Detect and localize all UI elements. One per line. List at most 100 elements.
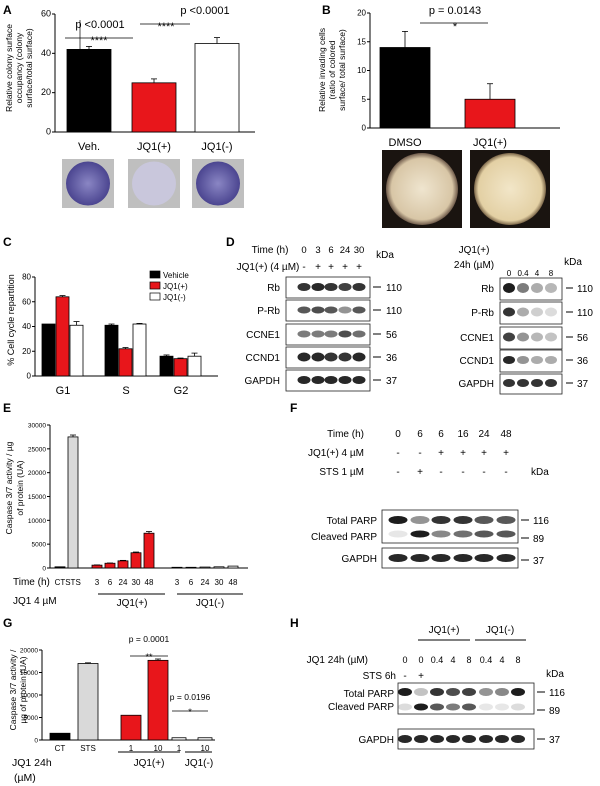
d2-band-r2-l3 [545, 332, 557, 342]
e-xlabel-11: 48 [229, 578, 238, 587]
f-jq1-mark-4: + [481, 448, 487, 459]
a-ytick-label-3: 60 [41, 9, 51, 19]
chart-g: 0 5000 10000 15000 20000 CT STS 1 10 1 10 [20, 648, 215, 753]
d2-row-rb: Rb [481, 284, 494, 295]
e-ytick-label-1: 5000 [32, 542, 47, 549]
a-ytick-label-2: 40 [41, 48, 51, 58]
d-kda-2: 56 [386, 330, 398, 341]
e-ylabel-line1: Caspase 3/7 activity / µg [4, 441, 14, 534]
d-treat-mark-0: - [302, 262, 305, 273]
h-band-gapdh-3 [446, 735, 460, 743]
d-right-kda-title: kDa [564, 257, 582, 268]
a-dish-jq1p [132, 161, 176, 206]
d-band-r0-l0 [297, 283, 311, 291]
f-sts-mark-0: - [396, 467, 399, 478]
h-kda-title: kDa [546, 669, 564, 680]
d-row-ccne1: CCNE1 [246, 330, 280, 341]
h-kda-0: 116 [549, 688, 565, 699]
g-pval-2: p = 0.0196 [170, 692, 211, 702]
d2-band-r4-l2 [531, 379, 543, 387]
d-right-title-2: 24h (µM) [454, 260, 494, 271]
h-row-cleaved: Cleaved PARP [328, 702, 394, 713]
a-stars-1: **** [90, 35, 108, 47]
e-group-label-2: JQ1(-) [196, 598, 224, 609]
d-band-r3-l1 [311, 352, 325, 362]
f-jq1-mark-0: - [396, 448, 399, 459]
d2-band-r4-l1 [517, 379, 529, 387]
g-treat-label-2: (µM) [14, 772, 36, 784]
h-dose-5: 0.4 [480, 655, 493, 665]
h-band-gapdh-5 [479, 735, 493, 743]
f-blot-parp [381, 509, 519, 544]
d-time-3: 24 [340, 245, 351, 256]
d-kda-1: 110 [386, 306, 402, 317]
h-sts-label: STS 6h [363, 671, 396, 682]
e-bar-7 [171, 566, 183, 569]
h-band-cleaved-4 [462, 703, 476, 711]
f-row-gapdh: GAPDH [341, 554, 377, 565]
d-band-r0-l3 [338, 283, 352, 291]
f-jq1-mark-5: + [503, 448, 509, 459]
h-band-cleaved-6 [495, 703, 509, 711]
g-bar-5 [197, 737, 213, 741]
g-ytick-label-4: 20000 [20, 648, 38, 655]
a-dish-veh [66, 161, 110, 206]
f-bands [388, 516, 516, 562]
c-legend-label-1: JQ1(+) [163, 282, 188, 291]
panel-letter-c: C [3, 235, 12, 249]
d2-blot-prb [499, 301, 563, 325]
h-bands [398, 688, 525, 743]
d-band-r0-l1 [311, 283, 325, 291]
h-band-cleaved-1 [414, 703, 428, 711]
g-xlabel-0: CT [55, 744, 66, 753]
d-treat-mark-2: + [328, 262, 334, 273]
d-band-r4-l0 [297, 376, 311, 384]
d-time-label: Time (h) [252, 245, 289, 256]
h-band-total-1 [414, 688, 428, 696]
h-sts-mark-1: + [418, 671, 424, 682]
a-stars-2: **** [157, 21, 175, 33]
h-band-total-3 [446, 688, 460, 696]
a-bar-2 [194, 43, 240, 133]
e-xlabel-10: 30 [215, 578, 224, 587]
d-band-r4-l3 [338, 376, 352, 384]
f-kda-1: 89 [533, 534, 545, 545]
b-ylabel-line3: surface/ total surface) [337, 29, 347, 111]
h-dose-4: 8 [466, 655, 471, 665]
d2-row-ccnd1: CCND1 [460, 356, 495, 367]
f-band-total-2 [431, 516, 451, 524]
e-ylabel-line2: of protein (UA) [15, 460, 25, 515]
h-dose-2: 0.4 [431, 655, 444, 665]
e-ytick-label-0: 0 [42, 566, 46, 573]
h-dose-6: 4 [499, 655, 504, 665]
d2-kda-4: 37 [577, 379, 589, 390]
d2-row-gapdh: GAPDH [458, 379, 494, 390]
f-jq1-mark-1: - [418, 448, 421, 459]
d2-blot-ccne1 [499, 326, 563, 350]
d2-band-r3-l0 [503, 356, 515, 364]
d-dose-3: 8 [549, 269, 554, 278]
f-time-5: 48 [500, 429, 512, 440]
e-xlabel-0: CT [55, 578, 66, 587]
d-treat-mark-1: + [315, 262, 321, 273]
h-band-cleaved-5 [479, 703, 493, 711]
a-ylabel-line3: surface/total surface) [24, 28, 34, 108]
c-2-bar-2 [187, 355, 202, 377]
e-xlabel-9: 24 [201, 578, 210, 587]
c-legend-swatch-0 [149, 270, 161, 279]
g-xlabel-4: 1 [177, 744, 182, 753]
d-band-r3-l3 [338, 352, 352, 362]
a-bar-0 [66, 49, 112, 133]
f-band-gapdh-5 [496, 554, 516, 562]
d2-band-r2-l2 [531, 332, 543, 342]
b-dish-jq1 [474, 153, 546, 225]
c-ytick-label-1: 20 [22, 347, 31, 356]
a-ytick-label-1: 20 [41, 87, 51, 97]
d2-band-r0-l2 [531, 283, 543, 293]
f-band-gapdh-0 [388, 554, 408, 562]
f-band-gapdh-1 [410, 554, 430, 562]
f-sts-mark-3: - [461, 467, 464, 478]
d2-kda-1: 110 [577, 308, 593, 319]
f-sts-mark-4: - [482, 467, 485, 478]
b-bar-1 [464, 98, 516, 129]
